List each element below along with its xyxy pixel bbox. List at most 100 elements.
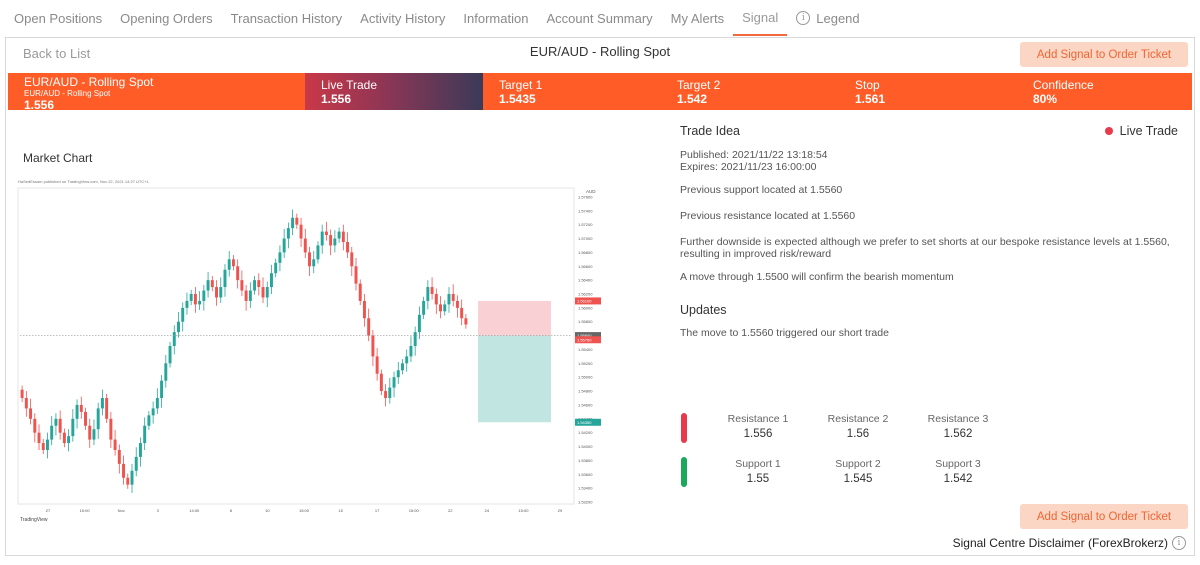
candle-body (401, 363, 404, 371)
candle-body (362, 300, 366, 319)
price-tick-label: 1.56600 (578, 264, 593, 269)
signal-summary-bar: EUR/AUD - Rolling Spot EUR/AUD - Rolling… (8, 73, 1192, 112)
tab-account-summary[interactable]: Account Summary (546, 10, 653, 26)
signal-topbar: Back to List EUR/AUD - Rolling Spot Add … (6, 38, 1194, 72)
signal-target1-value: 1.5435 (499, 92, 536, 106)
candle-body (405, 356, 409, 364)
tab-opening-orders[interactable]: Opening Orders (120, 10, 213, 26)
signal-confidence-label: Confidence (1033, 78, 1094, 92)
published-date: Published: 2021/11/22 13:18:54 (680, 149, 828, 161)
price-label-text: 1.56100 (577, 299, 592, 304)
tab-transaction-history[interactable]: Transaction History (230, 10, 343, 26)
support-3-value: 1.542 (943, 473, 973, 485)
market-chart-svg[interactable]: HaSedEssam published on TradingView.com,… (16, 174, 606, 524)
candle-body (447, 294, 451, 305)
candle-body (253, 280, 257, 291)
signal-disclaimer[interactable]: Signal Centre Disclaimer (ForexBrokerz) … (953, 536, 1186, 550)
price-tick-label: 1.57200 (578, 222, 593, 227)
price-tick-label: 1.57600 (578, 194, 593, 199)
price-tick-label: 1.54200 (578, 430, 593, 435)
add-signal-button-bottom[interactable]: Add Signal to Order Ticket (1020, 504, 1188, 529)
candle-body (143, 425, 147, 444)
signal-stop-value: 1.561 (855, 92, 886, 106)
tab-open-positions[interactable]: Open Positions (14, 10, 103, 26)
time-tick-label: 24 (485, 508, 490, 513)
price-tick-label: 1.56400 (578, 278, 593, 283)
price-tick-label: 1.56800 (578, 250, 593, 255)
price-label-box (575, 336, 601, 344)
info-icon[interactable]: i (1172, 536, 1186, 550)
disclaimer-text: Signal Centre Disclaimer (ForexBrokerz) (952, 536, 1168, 550)
resistance-2: Resistance 2 1.56 (808, 413, 908, 440)
tab-activity-history[interactable]: Activity History (360, 10, 446, 26)
signal-target2-label: Target 2 (677, 78, 721, 92)
price-label-text: 1.54350 (577, 420, 592, 425)
candle-body (45, 439, 49, 450)
candle-body (126, 477, 130, 485)
signal-stop-label: Stop (855, 78, 880, 92)
candle-body (206, 280, 210, 291)
signal-live-cell: Live Trade 1.556 (305, 73, 483, 110)
candle-body (388, 387, 392, 398)
price-tick-label: 1.54600 (578, 402, 593, 407)
support-1: Support 1 1.55 (708, 458, 808, 485)
candle-body (278, 252, 282, 263)
add-signal-button[interactable]: Add Signal to Order Ticket (1020, 42, 1188, 67)
candle-body (84, 411, 87, 426)
time-tick-label: 3 (157, 508, 160, 513)
signal-target1-cell: Target 1 1.5435 (483, 73, 661, 110)
candle-body (54, 418, 58, 426)
expires-date: Expires: 2021/11/23 16:00:00 (680, 161, 817, 173)
trade-idea-paragraph-4: A move through 1.5500 will confirm the b… (680, 271, 954, 283)
take-profit-zone (478, 335, 551, 423)
resistance-3-label: Resistance 3 (927, 413, 989, 425)
candle-body (79, 404, 83, 412)
candle-body (312, 259, 316, 267)
time-tick-label: 15:00 (518, 508, 529, 513)
candle-body (240, 280, 244, 291)
levels-section: Resistance 1 1.556 Resistance 2 1.56 Res… (681, 413, 1061, 493)
price-label-box (575, 418, 601, 426)
tab-legend[interactable]: i Legend (787, 0, 868, 36)
price-label-box (575, 297, 601, 305)
support-1-value: 1.55 (746, 473, 770, 485)
resistance-3-value: 1.562 (943, 428, 973, 440)
time-tick-label: 8 (230, 508, 233, 513)
market-chart[interactable]: HaSedEssam published on TradingView.com,… (16, 174, 606, 524)
price-label-text: 1.55760 (577, 337, 592, 342)
candle-body (422, 300, 426, 315)
candle-body (231, 259, 235, 267)
candle-body (75, 404, 79, 419)
resistance-indicator-bar (681, 413, 687, 443)
signal-confidence-value: 80% (1033, 92, 1058, 106)
candle-body (265, 287, 269, 298)
time-axis: 27 15:00 Nov 3 14:00 8 10 15:00 15 17 15:00 22 24 15:… (46, 508, 563, 513)
price-tick-label: 1.53800 (578, 458, 593, 463)
tab-information[interactable]: Information (463, 10, 529, 26)
candle-body (181, 307, 185, 322)
live-status-dot-icon (1104, 127, 1113, 135)
candle-body (122, 463, 126, 478)
price-tick-label: 1.54000 (578, 444, 593, 449)
trade-idea-paragraph-3: Further downside is expected although we… (680, 236, 1170, 260)
candle-body (303, 238, 307, 253)
tab-my-alerts[interactable]: My Alerts (670, 10, 725, 26)
candle-body (291, 217, 295, 229)
signal-live-label: Live Trade (321, 78, 378, 92)
candle-body (109, 418, 113, 440)
resistance-1: Resistance 1 1.556 (708, 413, 808, 440)
resistance-1-label: Resistance 1 (727, 413, 789, 425)
time-tick-label: 27 (46, 508, 51, 513)
candle-body (117, 450, 121, 464)
back-to-list-link[interactable]: Back to List (23, 46, 91, 61)
tab-signal[interactable]: Signal (733, 0, 788, 36)
price-tick-label: 1.53400 (578, 486, 593, 491)
page-title: EUR/AUD - Rolling Spot (529, 44, 671, 59)
candle-body (286, 228, 290, 239)
candle-body (358, 283, 362, 301)
candle-body (451, 294, 455, 301)
candle-body (350, 252, 354, 267)
signal-pair-cell: EUR/AUD - Rolling Spot EUR/AUD - Rolling… (8, 73, 305, 112)
candle-body (426, 287, 430, 301)
resistance-3: Resistance 3 1.562 (908, 413, 1008, 440)
